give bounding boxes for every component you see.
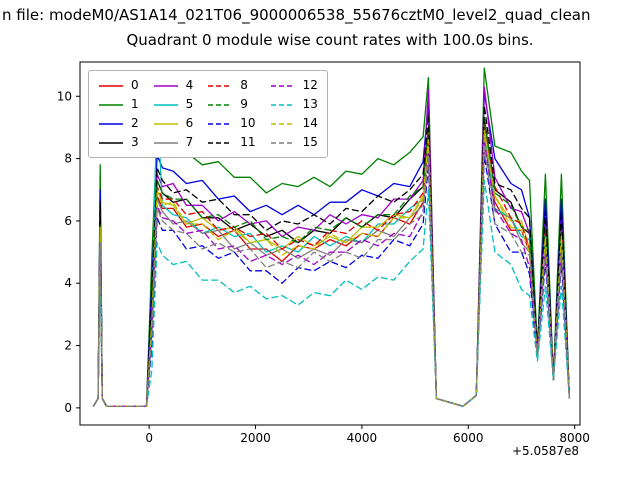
series-line-3	[92, 117, 571, 407]
legend-line-swatch	[208, 103, 233, 106]
legend-label: 10	[240, 116, 256, 130]
legend-entry-2: 2	[98, 114, 139, 133]
series-line-13	[92, 179, 571, 407]
axes-title: Quadrant 0 module wise count rates with …	[126, 31, 534, 49]
legend-line-swatch	[208, 122, 233, 125]
legend-line-swatch	[153, 84, 178, 87]
y-tick-label: 2	[64, 339, 72, 353]
x-tick-label: 2000	[240, 431, 271, 445]
legend-entry-15: 15	[270, 133, 318, 152]
series-line-8	[92, 123, 571, 407]
legend-entry-10: 10	[207, 114, 256, 133]
series-line-14	[92, 129, 571, 407]
y-tick-label: 8	[64, 152, 72, 166]
x-axis-offset-label: +5.0587e8	[512, 444, 580, 458]
series-line-0	[92, 133, 571, 407]
axes-frame	[79, 61, 581, 426]
legend-line-swatch	[153, 103, 178, 106]
legend-label: 1	[131, 97, 139, 111]
legend-label: 15	[302, 135, 318, 149]
legend-label: 9	[240, 97, 248, 111]
series-line-7	[92, 136, 571, 407]
legend-line-swatch	[99, 122, 123, 125]
legend-label: 13	[302, 97, 318, 111]
figure-suptitle: n file: modeM0/AS1A14_021T06_9000006538_…	[2, 6, 591, 24]
y-tick-label: 0	[64, 401, 72, 415]
x-tick-label: 0	[145, 431, 153, 445]
legend-line-swatch	[208, 141, 233, 144]
legend-line-swatch	[99, 84, 123, 87]
legend-line-swatch	[270, 122, 295, 125]
legend-line-swatch	[208, 84, 233, 87]
legend-label: 4	[185, 78, 194, 92]
legend-label: 2	[131, 116, 139, 130]
legend-label: 7	[185, 135, 194, 149]
legend-line-swatch	[99, 103, 123, 106]
legend-label: 11	[240, 135, 256, 149]
legend-entry-9: 9	[207, 95, 255, 114]
y-tick-label: 4	[64, 276, 72, 290]
legend-line-swatch	[270, 103, 295, 106]
legend-entry-12: 12	[270, 76, 318, 95]
legend-entry-3: 3	[98, 133, 139, 152]
y-tick-label: 10	[57, 89, 72, 103]
series-line-10	[92, 154, 571, 407]
legend-line-swatch	[270, 141, 295, 144]
legend-entry-1: 1	[98, 95, 139, 114]
series-line-12	[92, 142, 571, 407]
legend-entry-7: 7	[153, 133, 194, 152]
x-tick-label: 6000	[453, 431, 484, 445]
legend-label: 0	[131, 78, 139, 92]
legend-entry-0: 0	[98, 76, 139, 95]
x-tick-label: 8000	[559, 431, 590, 445]
legend-entry-6: 6	[153, 114, 194, 133]
legend-entry-8: 8	[207, 76, 255, 95]
legend-box: 0 1 2 3 4 5 6 7 8 9 10 11 12 13 14 15	[88, 70, 328, 158]
legend-label: 14	[302, 116, 318, 130]
legend-entry-5: 5	[153, 95, 194, 114]
legend-entry-13: 13	[270, 95, 318, 114]
series-line-11	[92, 104, 571, 407]
legend-label: 5	[185, 97, 194, 111]
legend-label: 6	[185, 116, 194, 130]
y-tick-label: 6	[64, 214, 72, 228]
legend-label: 3	[131, 135, 139, 149]
series-line-1	[92, 67, 571, 407]
x-tick-label: 4000	[347, 431, 378, 445]
series-line-9	[92, 117, 571, 407]
legend-entry-14: 14	[270, 114, 318, 133]
legend-entry-4: 4	[153, 76, 194, 95]
legend-line-swatch	[99, 141, 123, 144]
legend-line-swatch	[153, 141, 178, 144]
legend-label: 8	[240, 78, 248, 92]
legend-label: 12	[302, 78, 318, 92]
legend-entry-11: 11	[207, 133, 256, 152]
legend-line-swatch	[153, 122, 178, 125]
legend-line-swatch	[270, 84, 295, 87]
series-line-15	[92, 145, 571, 407]
